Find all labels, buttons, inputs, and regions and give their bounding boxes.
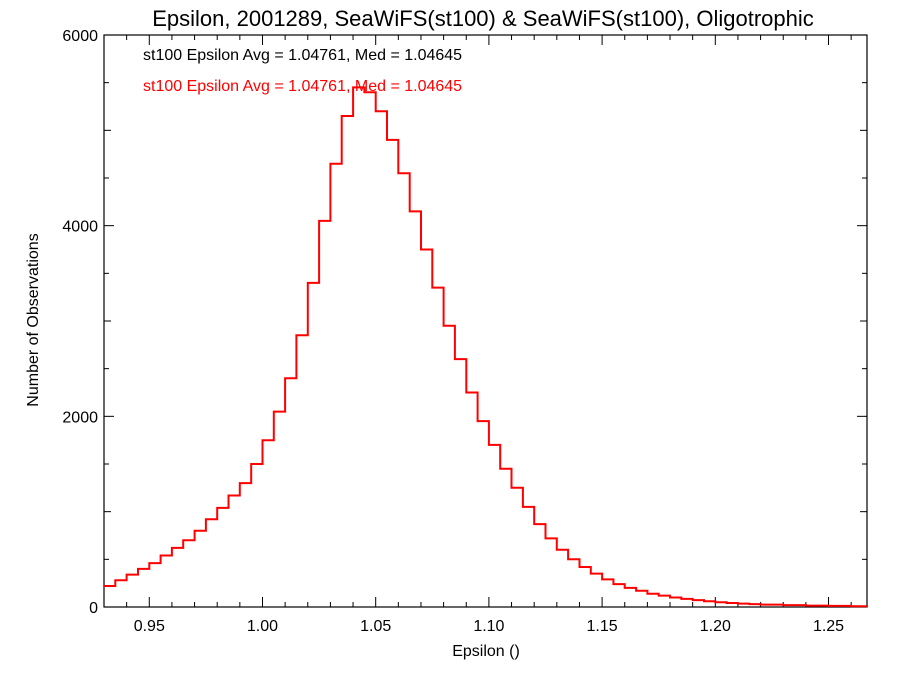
annotation-red: st100 Epsilon Avg = 1.04761, Med = 1.046…	[143, 78, 462, 95]
y-tick-label: 6000	[62, 28, 98, 45]
y-tick-label: 4000	[62, 219, 98, 236]
x-axis-ticks: 0.95 1.00 1.05 1.10 1.15 1.20 1.25	[103, 35, 852, 635]
plot-border	[103, 34, 868, 608]
x-tick-label: 1.10	[473, 618, 504, 635]
series-layer	[104, 86, 868, 608]
plot-frame	[103, 34, 868, 608]
annotation-black: st100 Epsilon Avg = 1.04761, Med = 1.046…	[143, 47, 462, 64]
x-tick-label: 0.95	[134, 618, 165, 635]
y-axis-label: Number of Observations	[25, 233, 42, 406]
x-tick-label: 1.25	[813, 618, 844, 635]
y-tick-label: 0	[89, 600, 98, 617]
x-tick-label: 1.15	[587, 618, 618, 635]
histogram-series	[104, 86, 868, 608]
x-tick-label: 1.00	[247, 618, 278, 635]
y-tick-label: 2000	[62, 409, 98, 426]
x-tick-label: 1.20	[700, 618, 731, 635]
chart-title: Epsilon, 2001289, SeaWiFS(st100) & SeaWi…	[152, 6, 814, 31]
x-axis-label: Epsilon ()	[452, 643, 520, 660]
y-axis-ticks: 0 2000 4000 6000	[62, 28, 867, 617]
x-tick-label: 1.05	[360, 618, 391, 635]
